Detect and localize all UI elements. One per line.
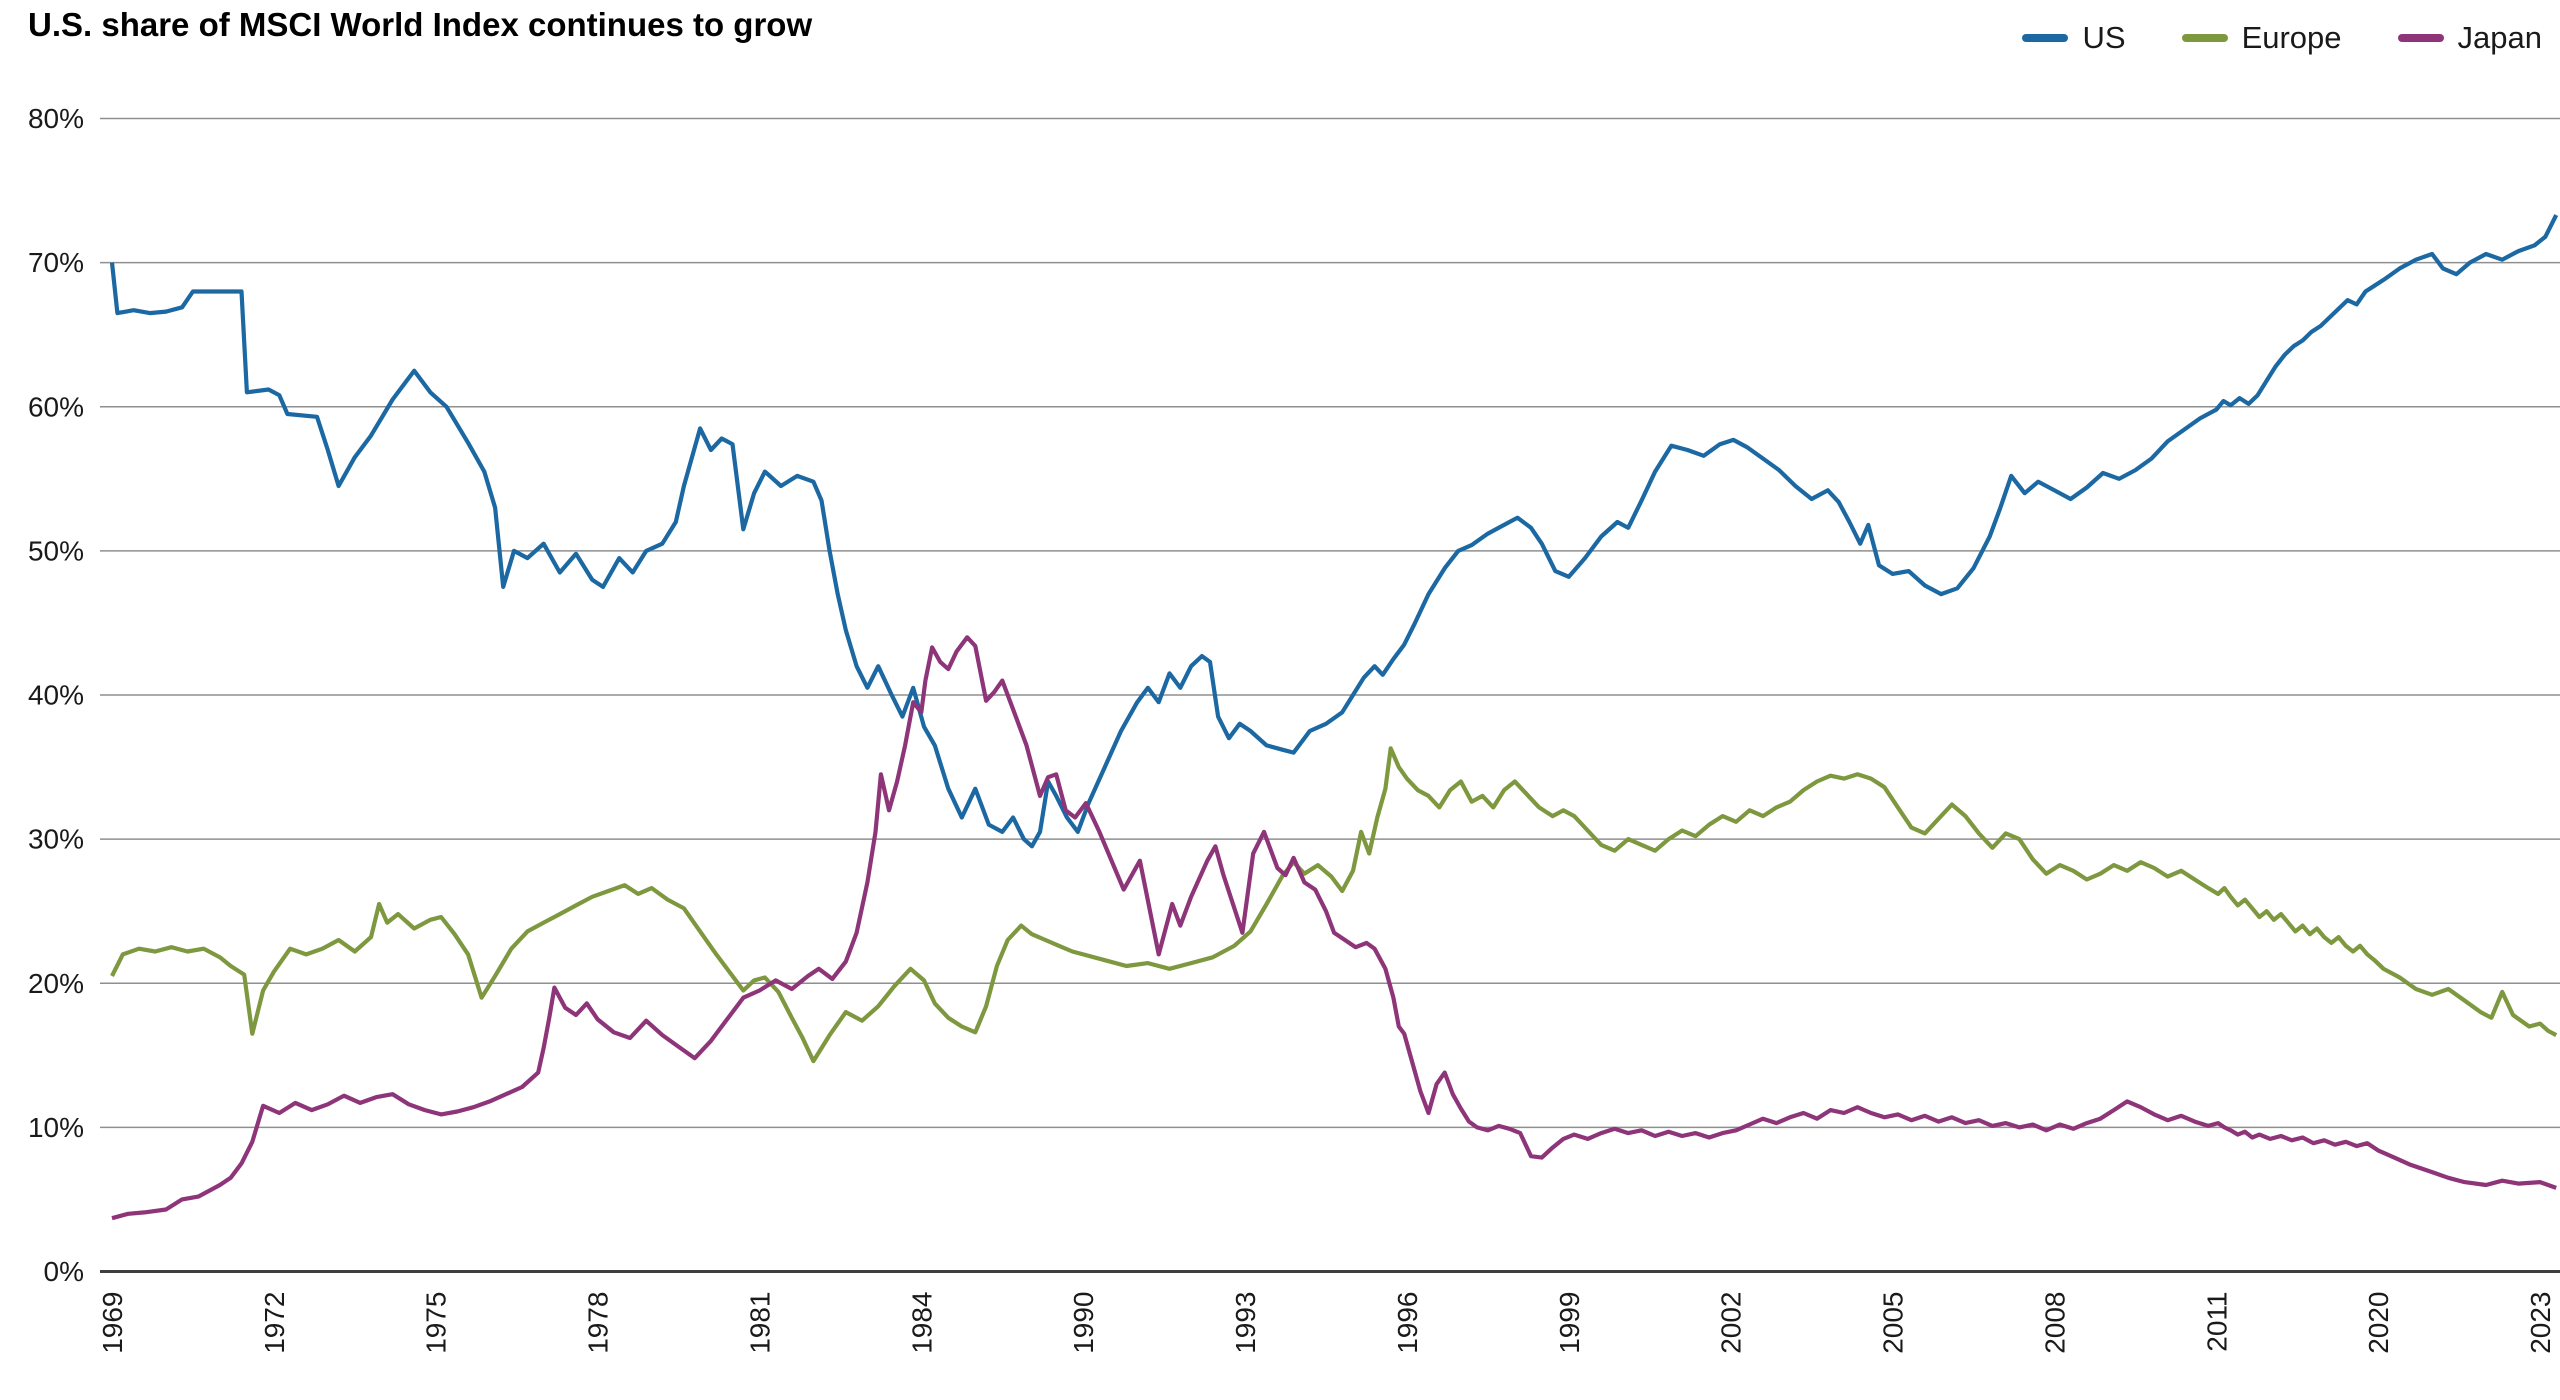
legend-item-us: US [2022, 20, 2126, 56]
x-tick-label-1978: 1978 [583, 1292, 614, 1354]
x-tick-label-1975: 1975 [421, 1292, 452, 1354]
x-tick-label-1981: 1981 [745, 1292, 776, 1354]
x-tick-label-1993: 1993 [1230, 1292, 1261, 1354]
series-line-europe [110, 746, 2558, 1064]
legend-item-japan: Japan [2397, 20, 2542, 56]
legend-item-europe: Europe [2181, 20, 2342, 56]
y-tick-label-80: 80% [28, 103, 84, 134]
x-tick-label-2005: 2005 [1878, 1292, 1909, 1354]
x-tick-label-1990: 1990 [1068, 1292, 1099, 1354]
legend: US Europe Japan [2022, 20, 2542, 56]
japan-line-swatch [2397, 34, 2444, 42]
y-tick-label-0: 0% [44, 1256, 84, 1287]
legend-label-us: US [2082, 20, 2126, 55]
y-tick-label-50: 50% [28, 535, 84, 566]
y-tick-label-10: 10% [28, 1112, 84, 1143]
y-tick-label-20: 20% [28, 968, 84, 999]
series-line-us [109, 214, 2559, 849]
y-tick-label-60: 60% [28, 391, 84, 422]
europe-line-swatch [2181, 34, 2228, 42]
y-tick-label-40: 40% [28, 680, 84, 711]
legend-label-europe: Europe [2241, 20, 2342, 55]
x-tick-label-1984: 1984 [906, 1292, 937, 1354]
legend-label-japan: Japan [2457, 20, 2542, 55]
x-tick-label-1972: 1972 [259, 1292, 290, 1354]
us-line-swatch [2022, 34, 2069, 42]
chart-title: U.S. share of MSCI World Index continues… [28, 6, 813, 43]
x-tick-label-2020: 2020 [2363, 1292, 2394, 1354]
x-tick-label-2011: 2011 [2201, 1292, 2232, 1352]
x-tick-label-1996: 1996 [1392, 1292, 1423, 1354]
y-tick-label-70: 70% [28, 247, 84, 278]
y-tick-label-30: 30% [28, 824, 84, 855]
series-line-japan [111, 635, 2557, 1221]
x-tick-label-1999: 1999 [1554, 1292, 1585, 1354]
x-tick-label-2023: 2023 [2525, 1292, 2556, 1354]
x-tick-label-1969: 1969 [97, 1292, 128, 1354]
x-tick-label-2002: 2002 [1716, 1292, 1747, 1354]
x-tick-label-2008: 2008 [2039, 1292, 2070, 1354]
